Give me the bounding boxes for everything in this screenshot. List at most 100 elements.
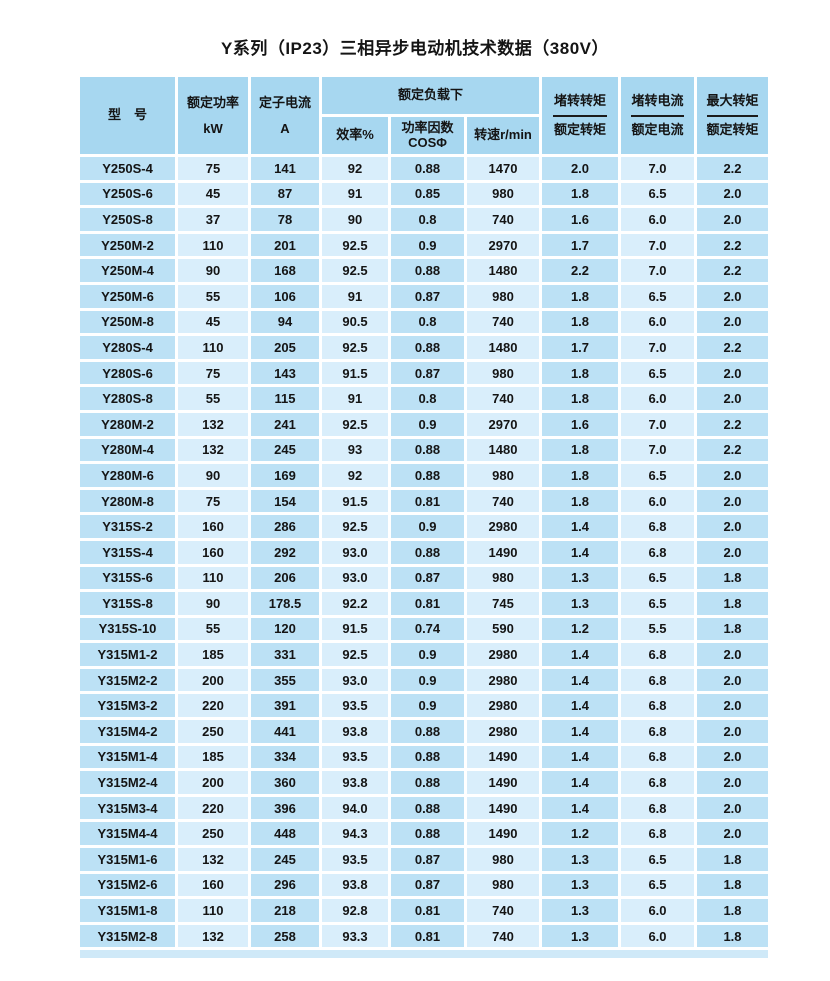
value-cell: 6.8 xyxy=(621,515,694,538)
value-cell: 2.0 xyxy=(697,464,768,487)
value-cell: 740 xyxy=(467,310,539,334)
value-cell: 2.0 xyxy=(697,720,768,743)
value-cell: 92.5 xyxy=(322,336,388,359)
value-cell: 90 xyxy=(178,464,248,487)
value-cell: 201 xyxy=(251,233,319,257)
value-cell: 1.8 xyxy=(697,848,768,871)
value-cell: 2980 xyxy=(467,515,539,538)
model-cell: Y280M-4 xyxy=(80,438,175,462)
value-cell: 0.87 xyxy=(391,848,464,871)
value-cell: 0.88 xyxy=(391,745,464,769)
header-stator-current-label: 定子电流 xyxy=(258,94,311,110)
value-cell: 2.0 xyxy=(697,694,768,718)
value-cell: 200 xyxy=(178,771,248,794)
value-cell: 120 xyxy=(251,617,319,641)
value-cell: 2.0 xyxy=(697,796,768,820)
model-cell: Y315S-4 xyxy=(80,540,175,564)
value-cell: 0.8 xyxy=(391,387,464,410)
value-cell: 0.88 xyxy=(391,771,464,794)
value-cell: 6.0 xyxy=(621,899,694,922)
model-cell: Y315S-10 xyxy=(80,617,175,641)
value-cell: 7.0 xyxy=(621,259,694,282)
value-cell: 91 xyxy=(322,182,388,206)
value-cell: 0.88 xyxy=(391,259,464,282)
value-cell: 1.4 xyxy=(542,540,618,564)
value-cell: 91 xyxy=(322,387,388,410)
value-cell: 55 xyxy=(178,387,248,410)
value-cell: 980 xyxy=(467,361,539,385)
value-cell: 0.9 xyxy=(391,668,464,692)
value-cell: 0.87 xyxy=(391,873,464,897)
value-cell: 2.0 xyxy=(697,310,768,334)
value-cell: 110 xyxy=(178,566,248,590)
value-cell: 90 xyxy=(178,592,248,615)
value-cell: 0.88 xyxy=(391,540,464,564)
value-cell: 448 xyxy=(251,822,319,846)
model-cell: Y250S-8 xyxy=(80,208,175,231)
value-cell: 205 xyxy=(251,336,319,359)
value-cell: 132 xyxy=(178,848,248,871)
value-cell: 6.5 xyxy=(621,361,694,385)
value-cell: 1.3 xyxy=(542,566,618,590)
value-cell: 1.8 xyxy=(542,464,618,487)
value-cell: 75 xyxy=(178,361,248,385)
model-cell: Y315S-6 xyxy=(80,566,175,590)
value-cell: 1480 xyxy=(467,336,539,359)
model-cell: Y315M1-2 xyxy=(80,643,175,666)
header-rated-power-label: 额定功率 xyxy=(186,94,239,110)
value-cell: 331 xyxy=(251,643,319,666)
value-cell: 6.0 xyxy=(621,924,694,948)
value-cell: 0.81 xyxy=(391,924,464,948)
value-cell: 1.8 xyxy=(697,899,768,922)
value-cell: 980 xyxy=(467,182,539,206)
model-cell: Y315M2-4 xyxy=(80,771,175,794)
value-cell: 391 xyxy=(251,694,319,718)
value-cell: 132 xyxy=(178,924,248,948)
value-cell: 250 xyxy=(178,822,248,846)
header-max-torque-ratio: 最大转矩 额定转矩 xyxy=(697,77,768,154)
value-cell: 92.5 xyxy=(322,643,388,666)
header-model: 型 号 xyxy=(80,77,175,154)
value-cell: 1.4 xyxy=(542,771,618,794)
value-cell: 2.2 xyxy=(542,259,618,282)
value-cell: 91.5 xyxy=(322,489,388,513)
value-cell: 0.81 xyxy=(391,899,464,922)
value-cell: 6.0 xyxy=(621,489,694,513)
value-cell: 91 xyxy=(322,284,388,308)
value-cell: 1.4 xyxy=(542,643,618,666)
value-cell: 1.4 xyxy=(542,796,618,820)
value-cell: 141 xyxy=(251,157,319,180)
value-cell: 2.2 xyxy=(697,233,768,257)
value-cell: 740 xyxy=(467,208,539,231)
value-cell: 7.0 xyxy=(621,336,694,359)
value-cell: 143 xyxy=(251,361,319,385)
header-locked-current-den: 额定电流 xyxy=(631,121,684,137)
value-cell: 355 xyxy=(251,668,319,692)
value-cell: 115 xyxy=(251,387,319,410)
header-rated-load-group: 额定负载下 xyxy=(322,77,539,114)
value-cell: 0.88 xyxy=(391,720,464,743)
value-cell: 1.8 xyxy=(542,284,618,308)
header-locked-torque-den: 额定转矩 xyxy=(553,121,606,137)
value-cell: 2.0 xyxy=(697,745,768,769)
value-cell: 2970 xyxy=(467,233,539,257)
value-cell: 2.0 xyxy=(697,771,768,794)
value-cell: 206 xyxy=(251,566,319,590)
value-cell: 93 xyxy=(322,438,388,462)
value-cell: 1490 xyxy=(467,745,539,769)
value-cell: 132 xyxy=(178,438,248,462)
value-cell: 745 xyxy=(467,592,539,615)
value-cell: 92.5 xyxy=(322,515,388,538)
value-cell: 6.8 xyxy=(621,720,694,743)
value-cell: 0.81 xyxy=(391,592,464,615)
header-rated-power-unit: kW xyxy=(203,120,223,136)
value-cell: 1.6 xyxy=(542,208,618,231)
value-cell: 168 xyxy=(251,259,319,282)
value-cell: 1.4 xyxy=(542,745,618,769)
value-cell: 93.8 xyxy=(322,720,388,743)
value-cell: 740 xyxy=(467,387,539,410)
value-cell: 78 xyxy=(251,208,319,231)
model-cell: Y250M-8 xyxy=(80,310,175,334)
value-cell: 94.3 xyxy=(322,822,388,846)
